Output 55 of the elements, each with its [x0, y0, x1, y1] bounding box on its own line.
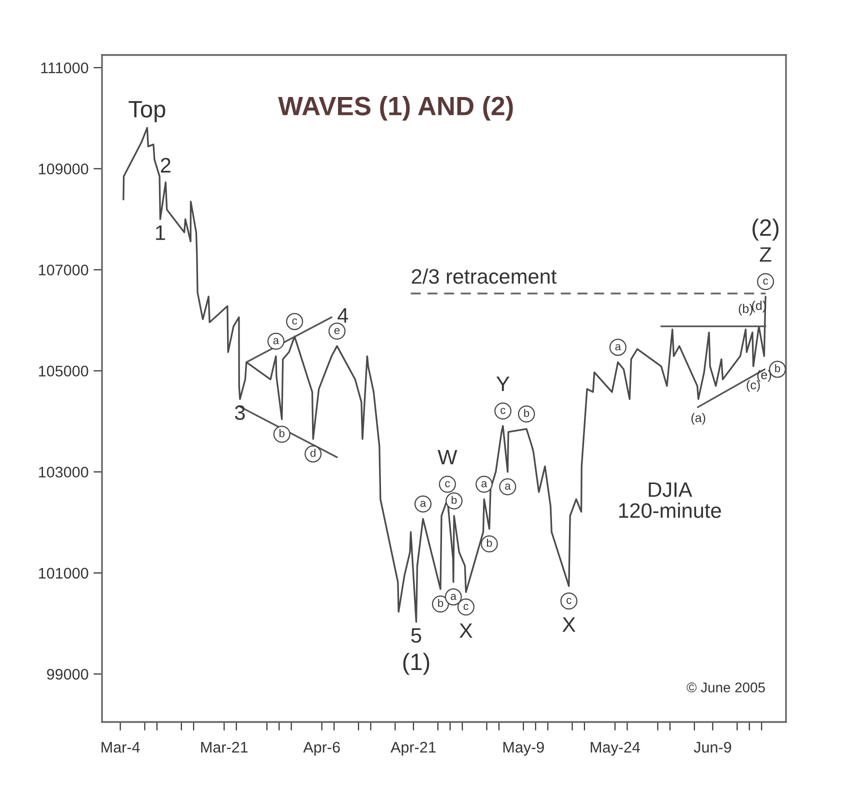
- x-tick-label: Mar-4: [102, 742, 140, 753]
- annotation: 5: [411, 628, 422, 643]
- annotation: (a): [691, 413, 706, 425]
- annotation: b: [524, 408, 530, 418]
- annotation: X: [562, 617, 576, 632]
- annotation: c: [566, 598, 572, 604]
- y-tick-label: 103000: [38, 466, 88, 478]
- annotation: e: [334, 328, 340, 334]
- x-tick-label: May-24: [590, 742, 640, 756]
- annotation: c: [763, 278, 768, 285]
- annotation: b: [279, 429, 284, 438]
- y-tick-label: 111000: [41, 62, 88, 74]
- annotation: 1: [156, 226, 166, 240]
- x-tick-label: Jun-9: [694, 742, 732, 753]
- annotation: a: [481, 481, 488, 488]
- annotation: b: [486, 538, 492, 547]
- annotation: a: [505, 484, 511, 490]
- text: DJIA 120-minute: [619, 482, 721, 518]
- annotation: Y: [496, 376, 510, 392]
- annotation: 2: [160, 158, 170, 172]
- annotation: a: [615, 344, 622, 350]
- annotation: (c): [746, 380, 760, 392]
- annotation: W: [438, 450, 458, 464]
- y-tick-label: 107000: [38, 264, 88, 276]
- annotation: 3: [234, 405, 245, 420]
- annotation: c: [292, 318, 298, 325]
- annotation: © June 2005: [686, 682, 765, 692]
- x-tick-label: Apr-6: [303, 742, 340, 756]
- annotation: 4: [338, 308, 348, 323]
- annotation: X: [459, 623, 472, 638]
- annotation: a: [450, 594, 456, 600]
- annotation: d: [310, 448, 316, 457]
- y-tick-label: 99000: [47, 668, 88, 680]
- annotation: b: [438, 598, 444, 607]
- annotation: a: [420, 500, 426, 507]
- annotation: (1): [403, 652, 430, 675]
- annotation: a: [273, 338, 280, 344]
- x-tick-label: Mar-21: [201, 742, 248, 753]
- annotation: c: [464, 604, 468, 610]
- x-tick-label: Apr-21: [390, 742, 436, 756]
- annotation: Z: [760, 247, 772, 262]
- y-tick-label: 109000: [38, 164, 88, 174]
- y-tick-label: 101000: [38, 568, 88, 579]
- annotation: (e): [757, 370, 772, 382]
- annotation: 2/3 retracement: [412, 268, 557, 284]
- annotation: (b): [738, 304, 753, 316]
- annotation: Top: [128, 101, 166, 122]
- annotation: b: [775, 364, 780, 372]
- annotation: c: [500, 408, 506, 414]
- annotation: (2): [752, 218, 778, 241]
- annotation: b: [452, 496, 457, 504]
- text: WAVES (1) AND (2): [278, 96, 513, 121]
- annotation: c: [445, 481, 450, 488]
- y-tick-label: 105000: [38, 366, 88, 376]
- x-tick-label: May-9: [503, 742, 544, 756]
